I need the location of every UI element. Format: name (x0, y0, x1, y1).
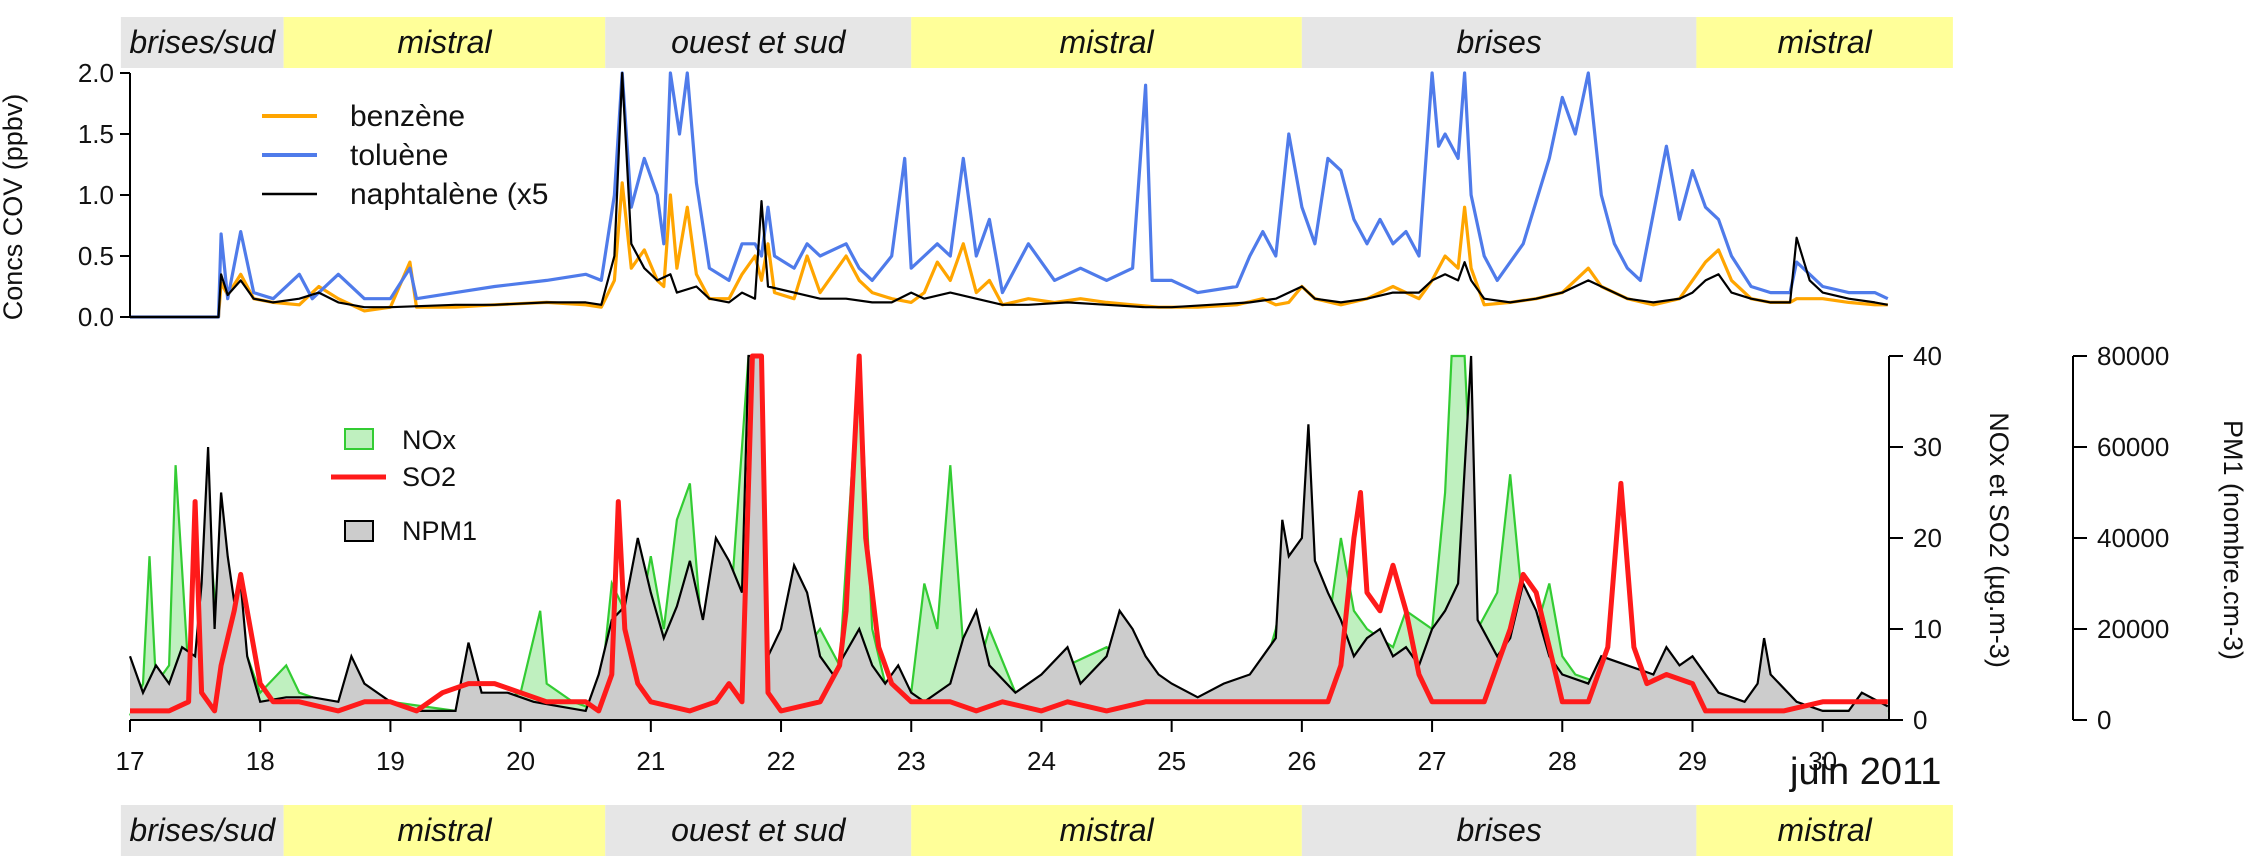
regime-label: brises (1456, 812, 1541, 848)
voc-y-tick-label: 0.0 (78, 302, 114, 332)
pm1-y-ticks: 0 20000 40000 60000 80000 (2073, 341, 2169, 735)
time-x-tick-label: 25 (1157, 746, 1186, 776)
regime-label: mistral (1778, 24, 1873, 60)
month-label: juin 2011 (1789, 751, 1941, 793)
regime-band-3 (911, 17, 1302, 68)
voc-y-tick-label: 2.0 (78, 58, 114, 88)
regime-label: ouest et sud (671, 24, 847, 60)
regime-band-top: brises/sud mistral ouest et sud mistral bris… (120, 17, 1953, 68)
regime-band-bottom: brises/sud mistral ouest et sud mistral bris… (120, 805, 1953, 856)
npm1-legend-swatch (344, 520, 374, 542)
pm1-y-tick-label: 80000 (2097, 341, 2169, 371)
regime-label: mistral (1059, 812, 1154, 848)
so2-legend-label: SO2 (402, 462, 456, 492)
pollutant-series-group (128, 353, 1889, 720)
regime-band-2 (605, 805, 912, 856)
pollutant-legend: NOx SO2 NPM1 (331, 425, 477, 546)
time-x-tick-label: 22 (767, 746, 796, 776)
voc-legend-label-1: toluène (350, 139, 448, 172)
voc-panel: 0.0 0.5 1.0 1.5 2.0 Concs COV (ppbv) benzène… (0, 58, 1889, 332)
regime-label: brises/sud (129, 24, 276, 60)
voc-series-2 (130, 71, 1888, 319)
time-x-tick-label: 27 (1418, 746, 1447, 776)
time-x-tick-label: 23 (897, 746, 926, 776)
voc-y-ticks: 0.0 0.5 1.0 1.5 2.0 (78, 58, 130, 332)
time-x-ticks: 17 18 19 20 21 22 23 24 25 26 27 28 29 30 (116, 720, 1837, 776)
time-x-tick-label: 19 (376, 746, 405, 776)
regime-band-0 (120, 17, 284, 68)
nox-so2-y-tick-label: 40 (1913, 341, 1942, 371)
regime-label: brises (1456, 24, 1541, 60)
pm1-y-tick-label: 40000 (2097, 523, 2169, 553)
regime-band-1 (283, 17, 606, 68)
time-x-tick-label: 24 (1027, 746, 1056, 776)
regime-band-2 (605, 17, 912, 68)
regime-label: mistral (1778, 812, 1873, 848)
nox-so2-y-ticks: 0 10 20 30 40 (1889, 341, 1942, 735)
voc-y-axis-label: Concs COV (ppbv) (0, 94, 28, 321)
time-x-tick-label: 30 (1808, 746, 1837, 776)
time-x-tick-label: 20 (506, 746, 535, 776)
voc-legend-label-2: naphtalène (x5 (350, 178, 549, 211)
regime-label: brises/sud (129, 812, 276, 848)
pm1-y-tick-label: 0 (2097, 705, 2111, 735)
voc-y-tick-label: 0.5 (78, 241, 114, 271)
time-x-tick-label: 29 (1678, 746, 1707, 776)
regime-band-3 (911, 805, 1302, 856)
time-x-tick-label: 21 (636, 746, 665, 776)
voc-series-group (130, 71, 1889, 319)
voc-y-tick-label: 1.5 (78, 119, 114, 149)
nox-so2-y-tick-label: 10 (1913, 614, 1942, 644)
regime-band-0 (120, 805, 284, 856)
pm1-y-axis-label: PM1 (nombre.cm-3) (2218, 420, 2248, 660)
npm1-legend-label: NPM1 (402, 516, 477, 546)
regime-label: mistral (1059, 24, 1154, 60)
pm1-y-tick-label: 60000 (2097, 432, 2169, 462)
voc-series-1 (130, 71, 1889, 319)
nox-so2-y-tick-label: 0 (1913, 705, 1927, 735)
nox-so2-y-tick-label: 30 (1913, 432, 1942, 462)
regime-label: mistral (397, 812, 492, 848)
pollutant-panel: 17 18 19 20 21 22 23 24 25 26 27 28 29 30 juin 2011 0… (116, 341, 2248, 793)
regime-band-4 (1301, 17, 1697, 68)
voc-legend-label-0: benzène (350, 100, 465, 133)
regime-label: mistral (397, 24, 492, 60)
time-x-tick-label: 17 (116, 746, 145, 776)
regime-band-5 (1696, 805, 1953, 856)
time-x-tick-label: 26 (1287, 746, 1316, 776)
regime-band-4 (1301, 805, 1697, 856)
pollutant-line-1 (130, 353, 1888, 714)
regime-band-5 (1696, 17, 1953, 68)
pm1-y-tick-label: 20000 (2097, 614, 2169, 644)
time-x-tick-label: 28 (1548, 746, 1577, 776)
voc-y-tick-label: 1.0 (78, 180, 114, 210)
nox-so2-y-axis-label: NOx et SO2 (µg.m-3) (1984, 412, 2014, 668)
regime-label: ouest et sud (671, 812, 847, 848)
pollutant-fill-2 (130, 356, 1888, 720)
nox-so2-y-tick-label: 20 (1913, 523, 1942, 553)
voc-legend: benzène toluène naphtalène (x5 (262, 100, 549, 211)
nox-legend-swatch (344, 428, 374, 450)
time-x-tick-label: 18 (246, 746, 275, 776)
regime-band-1 (283, 805, 606, 856)
nox-legend-label: NOx (402, 425, 457, 455)
